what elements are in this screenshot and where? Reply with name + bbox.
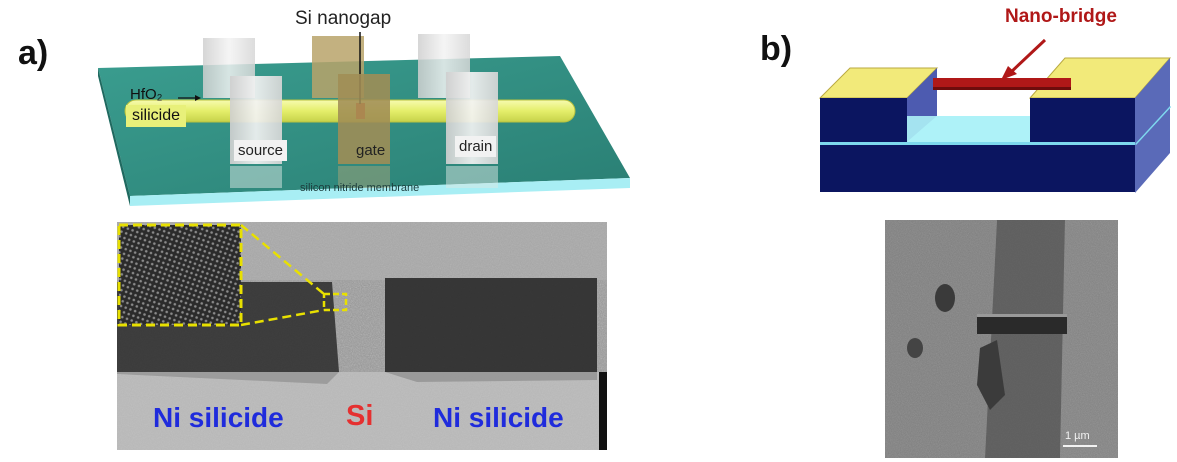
nano-bridge-schematic (818, 38, 1172, 193)
nano-bridge-bar (933, 78, 1071, 89)
left-pillar-front (820, 98, 907, 142)
gate-electrode-front (338, 74, 390, 164)
sem-trench-floor (985, 220, 1065, 458)
panel-b-label: b) (760, 30, 793, 68)
tem-zoom-guide-bottom (240, 308, 325, 327)
tem-right-edge (599, 372, 607, 450)
sem-right-wall (1060, 220, 1118, 458)
tem-inset-lattice (119, 225, 241, 325)
sem-particle-left (907, 338, 923, 358)
right-pillar-side (1135, 58, 1170, 144)
membrane-label: silicon nitride membrane (300, 182, 420, 194)
tem-left-ni-silicide-label: Ni silicide (153, 402, 284, 433)
sem-nano-bridge-highlight (977, 314, 1067, 317)
hfo2-label: HfO₂ (130, 86, 163, 103)
source-reflection (230, 166, 282, 188)
right-pillar-front (1030, 98, 1135, 142)
tem-lower-band (117, 372, 599, 450)
tem-right-ni-silicide-label: Ni silicide (433, 402, 564, 433)
substrate-front (820, 142, 1135, 192)
sem-nano-bridge (977, 314, 1067, 334)
drain-reflection (446, 166, 498, 188)
nanogap-device-schematic (98, 32, 630, 206)
tem-right-silicide-region (385, 278, 597, 382)
cavity-front (907, 116, 1030, 142)
tem-inset-outline (117, 223, 243, 327)
sem-micrograph (885, 220, 1118, 458)
sem-left-wall (885, 220, 997, 458)
nano-bridge-arrow-head (1001, 66, 1017, 80)
substrate-layer-line (820, 142, 1135, 145)
sem-particle-top (935, 284, 955, 312)
drain-label: drain (455, 136, 497, 157)
tem-zoom-guide-top (240, 224, 325, 295)
tem-micrograph (117, 222, 607, 450)
gate-label: gate (356, 142, 386, 159)
nano-bridge-arrow-line (1008, 38, 1047, 75)
sem-debris (977, 340, 1005, 410)
tem-zoom-box (322, 292, 348, 312)
sem-scale-bar-label: 1 µm (1065, 430, 1090, 442)
nano-bridge-shadow (933, 87, 1071, 90)
membrane-front-edge (130, 178, 630, 206)
nano-bridge-label: Nano-bridge (1005, 6, 1117, 27)
membrane-left-edge (98, 68, 130, 206)
source-label: source (234, 140, 288, 161)
hfo2-arrow-head (195, 95, 201, 101)
tem-si-label: Si (346, 400, 374, 432)
silicide-label: silicide (126, 105, 187, 127)
panel-a-label: a) (18, 34, 49, 72)
si-nanogap-label: Si nanogap (295, 8, 392, 29)
gate-reflection (338, 166, 390, 188)
